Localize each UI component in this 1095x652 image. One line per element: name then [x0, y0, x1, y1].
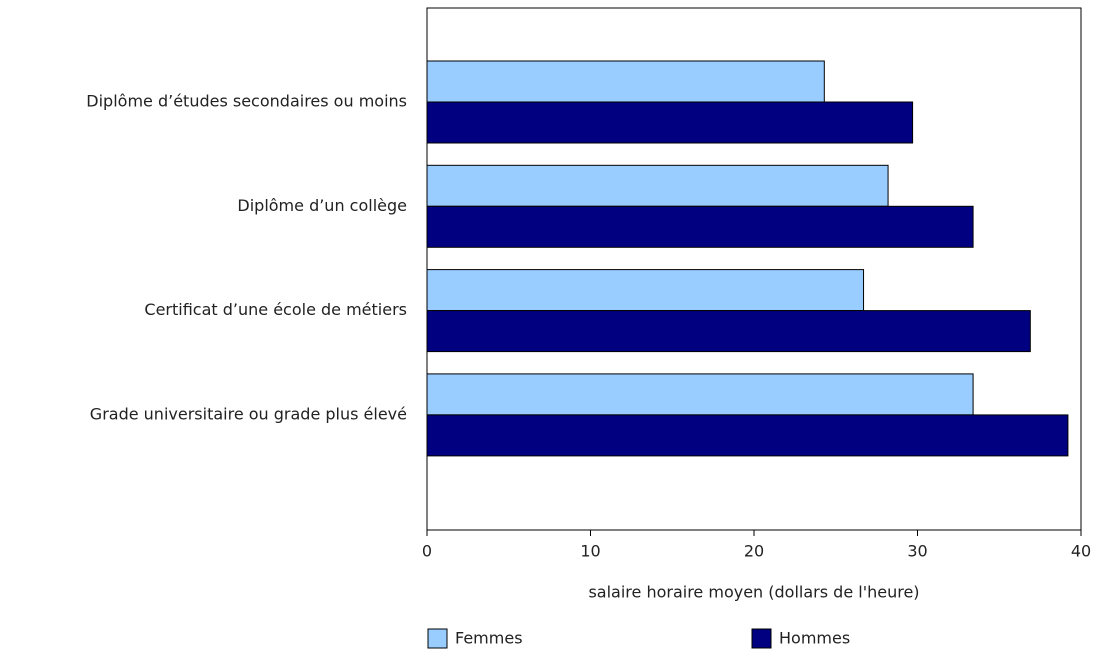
bar — [426, 310, 1031, 353]
legend-label: Hommes — [779, 629, 850, 648]
bar — [426, 269, 865, 312]
x-tick-label: 0 — [422, 542, 432, 561]
bar — [426, 101, 914, 144]
x-tick-label: 30 — [907, 542, 927, 561]
bar — [426, 414, 1069, 457]
y-tick-label: Diplôme d’études secondaires ou moins — [86, 92, 407, 111]
y-tick-label: Diplôme d’un collège — [237, 196, 407, 215]
x-tick-label: 10 — [580, 542, 600, 561]
y-tick-label: Grade universitaire ou grade plus élevé — [90, 404, 407, 423]
x-tick-label: 20 — [744, 542, 764, 561]
bar — [426, 60, 825, 103]
legend-swatch — [427, 628, 448, 649]
legend-swatch — [751, 628, 772, 649]
x-axis-label: salaire horaire moyen (dollars de l'heur… — [588, 583, 919, 602]
x-tick-label: 40 — [1071, 542, 1091, 561]
legend-label: Femmes — [455, 629, 523, 648]
bar — [426, 164, 889, 207]
bar — [426, 205, 974, 248]
y-tick-label: Certificat d’une école de métiers — [144, 300, 407, 319]
bar — [426, 373, 974, 416]
